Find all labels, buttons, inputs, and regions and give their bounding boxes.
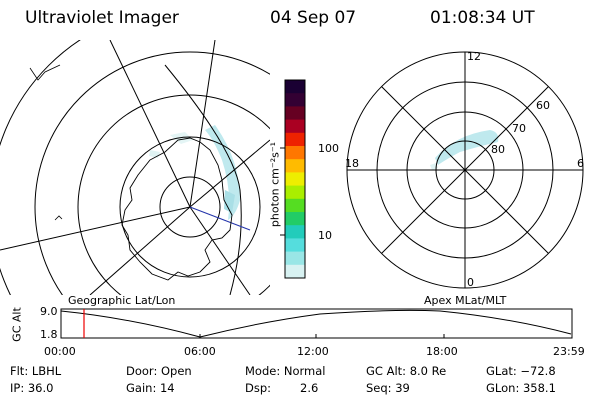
timeline-ytick-bottom: 1.8	[40, 328, 58, 341]
right-panel-caption: Apex MLat/MLT	[424, 294, 507, 307]
lat-label-80: 80	[491, 143, 505, 156]
mlt-label-6: 6	[577, 157, 584, 170]
timeline-ytick-top: 9.0	[40, 305, 58, 318]
time-label: 01:08:34 UT	[430, 8, 535, 28]
colorbar-segment	[285, 198, 305, 213]
colorbar-segment	[285, 93, 305, 107]
date-label: 04 Sep 07	[270, 8, 357, 28]
polar-aurora	[435, 130, 499, 165]
lat-label-60: 60	[536, 99, 550, 112]
mlt-label-12: 12	[467, 50, 481, 63]
colorbar-unit-label: photon cm⁻²s⁻¹	[268, 141, 282, 228]
timeline-xtick-2: 12:00	[297, 345, 329, 358]
instrument-title: Ultraviolet Imager	[25, 8, 179, 28]
altitude-timeline	[60, 308, 573, 339]
colorbar-segment	[285, 106, 305, 121]
lat-label-70: 70	[512, 122, 526, 135]
colorbar	[280, 79, 306, 279]
colorbar-segment	[285, 132, 305, 147]
colorbar-segment	[285, 159, 305, 173]
info-ip: IP: 36.0	[10, 381, 54, 395]
info-seq: Seq: 39	[366, 381, 410, 395]
info-gain: Gain: 14	[126, 381, 175, 395]
colorbar-segment	[285, 146, 305, 160]
timeline-xtick-0: 00:00	[44, 345, 76, 358]
mlt-label-18: 18	[345, 157, 359, 170]
info-dsp-value: 2.6	[300, 381, 319, 395]
geographic-map	[0, 40, 270, 295]
colorbar-segment	[285, 225, 305, 239]
colorbar-segment	[285, 238, 305, 253]
colorbar-segment	[285, 80, 305, 94]
info-mode: Mode: Normal	[245, 364, 326, 378]
info-door: Door: Open	[126, 364, 192, 378]
timeline-xtick-4: 23:59	[553, 345, 585, 358]
colorbar-segment	[285, 212, 305, 226]
aurora-emission	[149, 125, 240, 220]
colorbar-tick-100: 100	[318, 142, 339, 155]
colorbar-segment	[285, 119, 305, 134]
info-glon: GLon: 358.1	[486, 381, 556, 395]
colorbar-tick-10: 10	[318, 229, 332, 242]
timeline-xtick-1: 06:00	[184, 345, 216, 358]
coastline	[121, 137, 233, 281]
mlt-label-0: 0	[467, 276, 474, 289]
left-panel-caption: Geographic Lat/Lon	[68, 294, 176, 307]
info-filter: Flt: LBHL	[10, 364, 62, 378]
altitude-curve	[60, 309, 572, 338]
info-dsp-label: Dsp:	[245, 381, 272, 395]
info-glat: GLat: −72.8	[486, 364, 556, 378]
apex-polar-plot: 12 0 18 6 60 70 80	[345, 50, 584, 289]
timeline-xtick-3: 18:00	[426, 345, 458, 358]
timeline-ylabel: GC Alt	[10, 307, 24, 342]
colorbar-segment	[285, 264, 305, 279]
colorbar-segment	[285, 251, 305, 266]
colorbar-segment	[285, 185, 305, 200]
info-gc-alt: GC Alt: 8.0 Re	[366, 364, 447, 378]
colorbar-segment	[285, 172, 305, 187]
